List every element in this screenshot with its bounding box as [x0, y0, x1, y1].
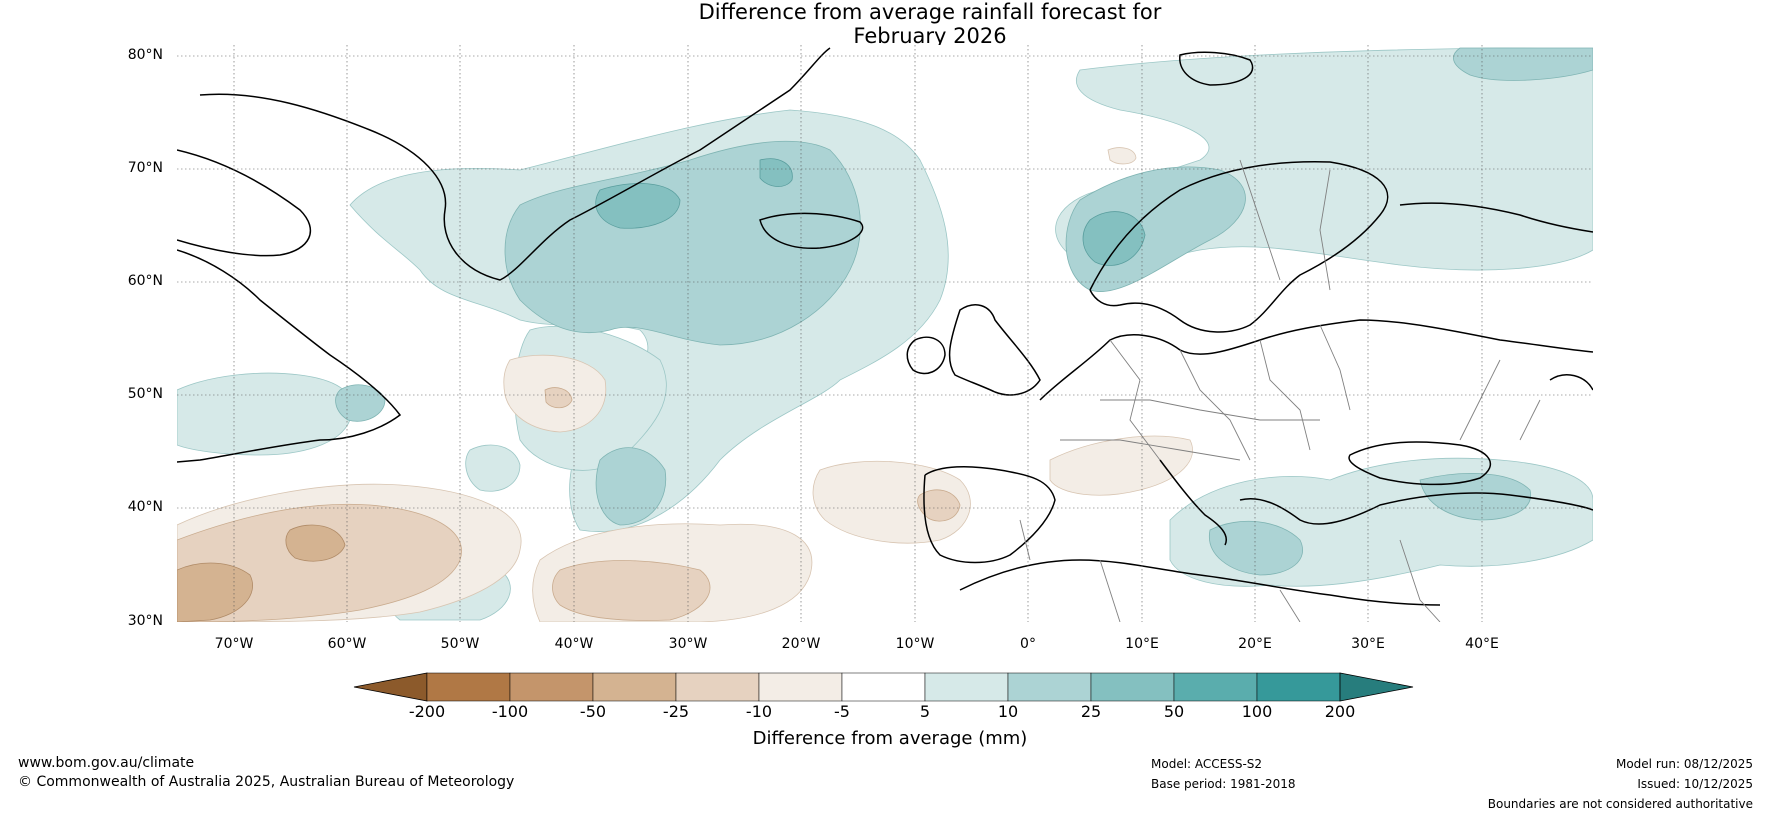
colorbar-tick-label: -100 [491, 702, 529, 721]
coastline-british-isles [948, 304, 1041, 396]
title-line-2: February 2026 [853, 24, 1007, 48]
coastline-greenland [199, 47, 831, 281]
lon-label-20e: 20°E [1238, 636, 1272, 652]
lon-label-10e: 10°E [1125, 636, 1159, 652]
colorbar [353, 672, 1414, 702]
lon-label-20w: 20°W [781, 636, 821, 652]
colorbar-segment [675, 672, 760, 702]
coastline-italy [1159, 459, 1227, 546]
map-title: Difference from average rainfall forecas… [0, 0, 1770, 48]
coastline-scandinavia [1089, 161, 1389, 333]
lat-label-30n: 30°N [127, 613, 163, 629]
colorbar-tick-label: -200 [408, 702, 446, 721]
colorbar-extend-high [1339, 672, 1414, 702]
colorbar-tick-label: 25 [1080, 702, 1102, 721]
coastline-canada [177, 249, 402, 463]
colorbar-segment [1256, 672, 1341, 702]
coastline-iberia [923, 465, 1056, 564]
lon-label-70w: 70°W [214, 636, 254, 652]
footer-issued: Issued: 10/12/2025 [1637, 777, 1753, 791]
colorbar-segment [426, 672, 511, 702]
colorbar-tick-label: -10 [745, 702, 773, 721]
footer-disclaimer: Boundaries are not considered authoritat… [1487, 797, 1753, 811]
lat-label-40n: 40°N [127, 499, 163, 515]
footer-base-period: Base period: 1981-2018 [1151, 777, 1296, 791]
colorbar-segment [1090, 672, 1175, 702]
colorbar-extend-low [353, 672, 428, 702]
colorbar-tick-label: 50 [1163, 702, 1185, 721]
graticule [177, 45, 1593, 622]
lon-label-0: 0° [1020, 636, 1036, 652]
coastline-north-africa [959, 559, 1441, 606]
map-area [177, 45, 1593, 622]
lon-label-40w: 40°W [554, 636, 594, 652]
footer-website: www.bom.gov.au/climate [18, 755, 195, 771]
colorbar-segment [592, 672, 677, 702]
colorbar-segment [841, 672, 926, 702]
lon-label-50w: 50°W [440, 636, 480, 652]
colorbar-segment [509, 672, 594, 702]
lon-label-30e: 30°E [1351, 636, 1385, 652]
colorbar-tick-label: -5 [834, 702, 850, 721]
coastline-russia-north [1399, 202, 1593, 233]
colorbar-tick-label: 10 [997, 702, 1019, 721]
colorbar-tick-label: 200 [1324, 702, 1356, 721]
colorbar-tick-label: 5 [919, 702, 931, 721]
lat-label-70n: 70°N [127, 160, 163, 176]
lon-label-60w: 60°W [327, 636, 367, 652]
footer-copyright: © Commonwealth of Australia 2025, Austra… [18, 774, 515, 790]
coastline-black-sea [1348, 441, 1492, 486]
colorbar-segment [758, 672, 843, 702]
anomaly-dry-dark [177, 524, 346, 622]
country-borders [1019, 159, 1541, 622]
coastline-caspian [1549, 374, 1593, 391]
colorbar-title: Difference from average (mm) [752, 728, 1028, 749]
colorbar-tick-label: -25 [662, 702, 690, 721]
lat-label-60n: 60°N [127, 273, 163, 289]
colorbar-segment [924, 672, 1009, 702]
coastline-baffin [177, 149, 311, 257]
coastline-svalbard [1179, 51, 1254, 86]
footer-model-run: Model run: 08/12/2025 [1615, 757, 1753, 771]
lon-label-10w: 10°W [895, 636, 935, 652]
lat-label-50n: 50°N [127, 386, 163, 402]
coastline-iceland [759, 212, 864, 249]
coastline-greece-turkey [1239, 492, 1593, 525]
anomaly-wet-mid [335, 47, 1593, 576]
colorbar-segment [1007, 672, 1092, 702]
footer-model: Model: ACCESS-S2 [1151, 757, 1263, 771]
colorbar-segment [1173, 672, 1258, 702]
colorbar-tick-label: 100 [1241, 702, 1273, 721]
lat-label-80n: 80°N [127, 47, 163, 63]
lon-label-40e: 40°E [1465, 636, 1499, 652]
title-line-1: Difference from average rainfall forecas… [698, 0, 1162, 24]
lon-label-30w: 30°W [668, 636, 708, 652]
coastline-ireland [906, 336, 946, 375]
colorbar-tick-label: -50 [579, 702, 607, 721]
